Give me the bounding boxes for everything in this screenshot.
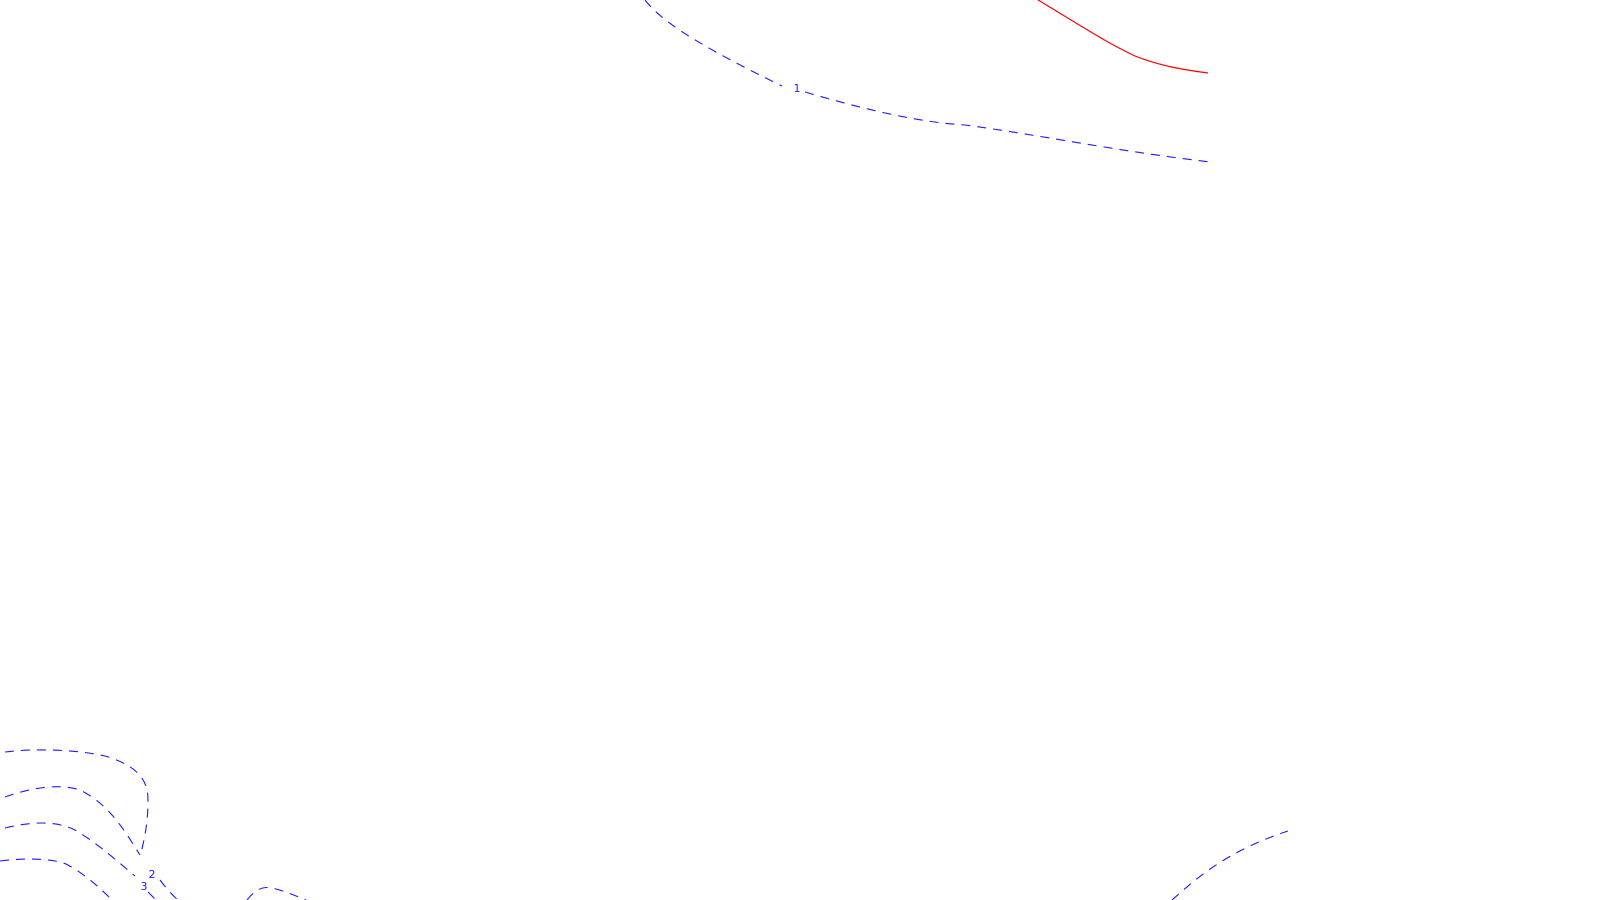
contour-line-1 (644, 0, 783, 87)
contour-line-outer (4, 749, 149, 854)
contour-line-1-continued (804, 91, 1211, 163)
contour-line-3 (4, 822, 136, 877)
contour-line-2 (4, 786, 141, 856)
contour-label-2: 2 (149, 868, 156, 881)
contour-line-lower-right (1171, 830, 1289, 900)
contour-line-3-continued (147, 891, 157, 900)
contour-line-positive (1037, 0, 1209, 74)
contour-label-1: 1 (794, 82, 801, 95)
contour-line-inner (0, 858, 113, 900)
contour-line-small-arc (246, 886, 307, 900)
contour-label-3: 3 (141, 880, 148, 893)
contour-line-2-continued (159, 879, 179, 900)
